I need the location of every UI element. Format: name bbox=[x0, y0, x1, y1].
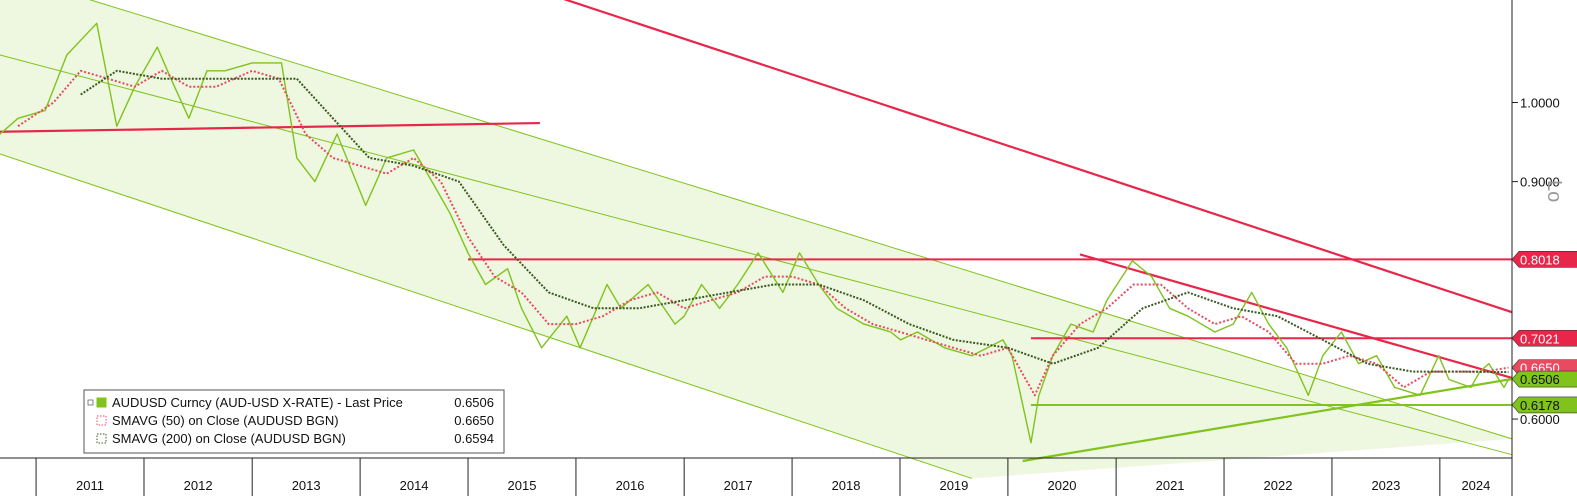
x-tick-label: 2021 bbox=[1156, 478, 1185, 493]
channel-fill bbox=[0, 0, 1512, 479]
legend-value: 0.6650 bbox=[454, 413, 494, 428]
x-tick-label: 2013 bbox=[292, 478, 321, 493]
series-line-0 bbox=[0, 22, 1510, 444]
legend-collapse-icon bbox=[87, 399, 94, 406]
price-tag-0.6506: 0.6506 bbox=[1511, 370, 1577, 388]
x-tick-label: 2022 bbox=[1264, 478, 1293, 493]
price-tag-label: 0.6178 bbox=[1520, 398, 1560, 413]
x-tick-label: 2024 bbox=[1461, 478, 1490, 493]
resistance-trendline-1 bbox=[563, 0, 1513, 314]
legend-swatch bbox=[96, 397, 107, 408]
price-tag-0.8018: 0.8018 bbox=[1511, 251, 1577, 268]
legend: AUDUSD Curncy (AUD-USD X-RATE) - Last Pr… bbox=[83, 389, 505, 454]
price-tag-0.7021: 0.7021 bbox=[1511, 329, 1577, 347]
legend-swatch bbox=[96, 415, 107, 426]
y-tick-label: 0.6000 bbox=[1520, 412, 1560, 427]
x-tick-label: 2023 bbox=[1371, 478, 1400, 493]
price-tag-label: 0.7021 bbox=[1520, 331, 1560, 346]
price-tag-box bbox=[1511, 329, 1577, 347]
support-trendline-3 bbox=[1022, 377, 1513, 463]
legend-value: 0.6594 bbox=[454, 431, 494, 446]
series-line-1 bbox=[17, 69, 1509, 397]
x-tick-label: 2017 bbox=[724, 478, 753, 493]
price-tag-box bbox=[1511, 396, 1577, 414]
series-lines bbox=[0, 22, 1510, 444]
resistance-trendline-0 bbox=[0, 121, 540, 133]
legend-label: SMAVG (50) on Close (AUDUSD BGN) bbox=[112, 413, 339, 428]
horizontal-levels bbox=[468, 258, 1512, 406]
legend-value: 0.6506 bbox=[454, 395, 494, 410]
series-line-2 bbox=[80, 69, 1509, 374]
x-tick-label: 2012 bbox=[184, 478, 213, 493]
price-tag-0.6178: 0.6178 bbox=[1511, 396, 1577, 414]
legend-box bbox=[83, 389, 505, 454]
price-tag-label: 0.8018 bbox=[1520, 252, 1560, 267]
x-tick-label: 2014 bbox=[400, 478, 429, 493]
scale-label: Lo bbox=[1543, 180, 1565, 202]
y-tick-label: 0.9000 bbox=[1520, 175, 1560, 190]
channel-upper-line bbox=[89, 0, 1513, 440]
x-tick-label: 2019 bbox=[939, 478, 968, 493]
y-tick-label: 1.0000 bbox=[1520, 95, 1560, 110]
channel-lower-line bbox=[0, 153, 972, 479]
price-channel bbox=[0, 0, 1513, 479]
channel-mid-line bbox=[0, 54, 1513, 456]
legend-label: SMAVG (200) on Close (AUDUSD BGN) bbox=[112, 431, 346, 446]
legend-label: AUDUSD Curncy (AUD-USD X-RATE) - Last Pr… bbox=[112, 395, 403, 410]
x-tick-label: 2016 bbox=[616, 478, 645, 493]
x-tick-label: 2015 bbox=[508, 478, 537, 493]
price-tag-label: 0.6506 bbox=[1520, 372, 1560, 387]
x-tick-label: 2018 bbox=[832, 478, 861, 493]
x-tick-label: 2011 bbox=[76, 478, 104, 493]
price-tag-box bbox=[1511, 251, 1577, 268]
x-tick-label: 2020 bbox=[1048, 478, 1077, 493]
price-tag-box bbox=[1511, 370, 1577, 388]
legend-swatch bbox=[96, 433, 107, 444]
